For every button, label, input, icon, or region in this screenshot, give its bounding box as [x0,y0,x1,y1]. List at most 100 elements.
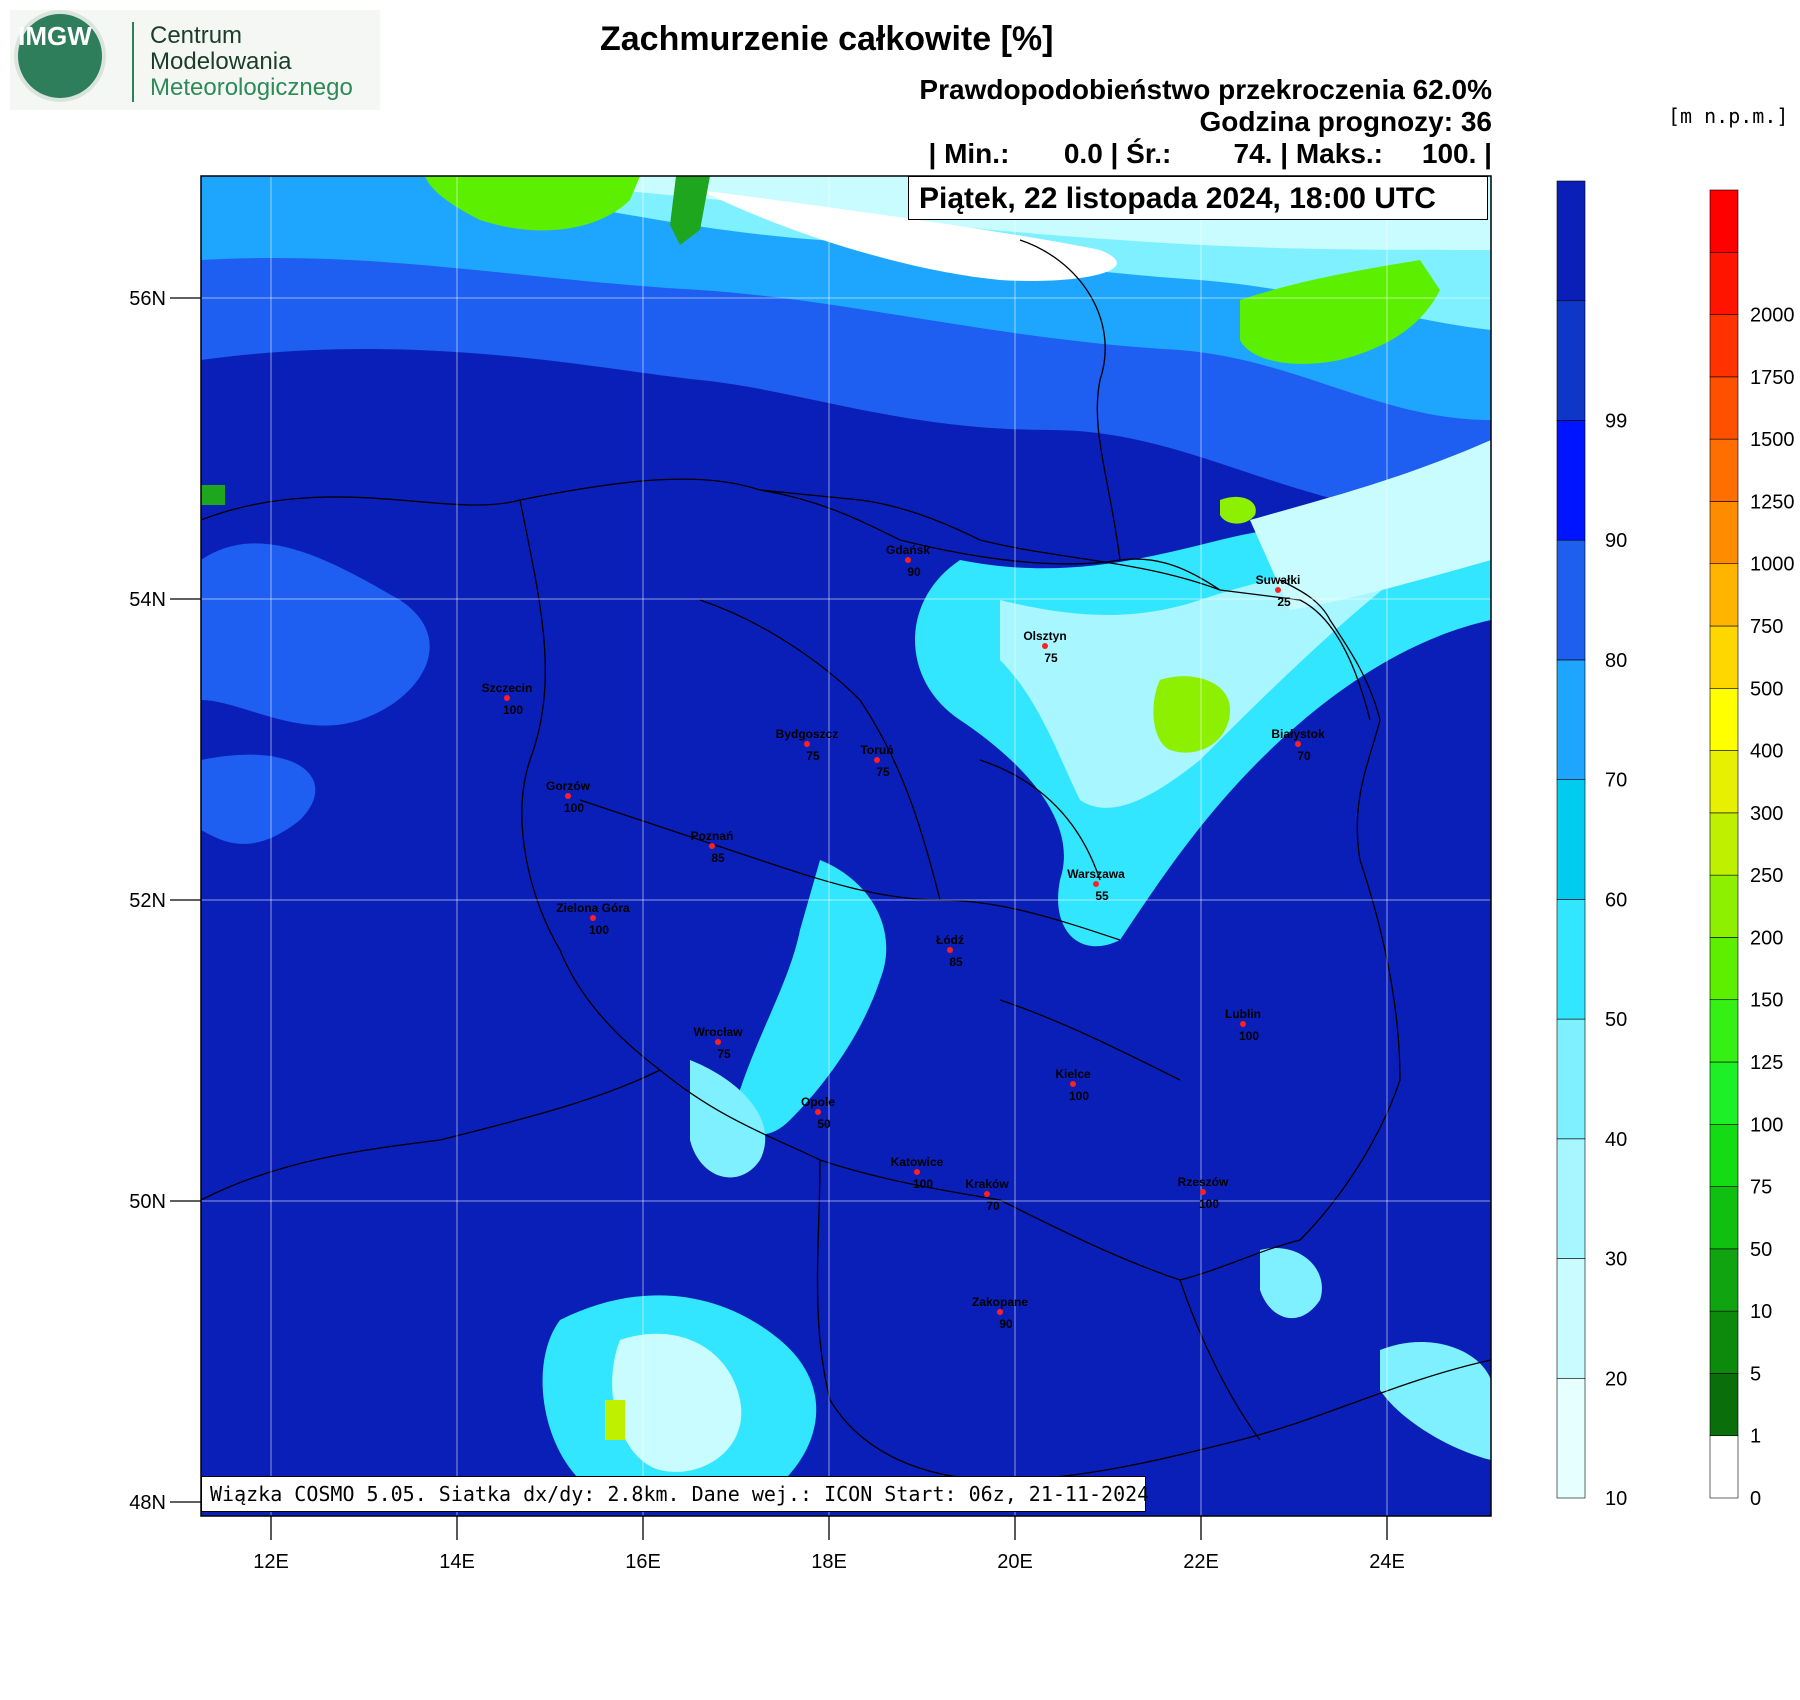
terrain-legend-label: 100 [1750,1114,1783,1136]
cloud-legend-label: 60 [1605,889,1627,911]
city-dot [914,1169,920,1175]
terrain-legend-label: 10 [1750,1301,1772,1323]
city-dot [804,741,810,747]
lon-tick-label: 12E [253,1551,289,1573]
city-value: 100 [589,923,609,937]
cloud-legend-swatch [1556,659,1586,780]
cloud-cover-legend: 10 20 30 40 50 60 70 80 90 99 [1556,180,1627,1510]
city-name: Łódź [936,933,964,947]
city-name: Warszawa [1067,867,1125,881]
city-name: Gorzów [546,779,591,793]
cloud-field [201,176,1491,1516]
city-dot [1070,1081,1076,1087]
terrain-legend-label: 1250 [1750,491,1795,513]
terrain-legend-label: 500 [1750,678,1783,700]
city-value: 75 [717,1047,731,1061]
city-dot [1093,881,1099,887]
city-value: 90 [999,1317,1013,1331]
terrain-legend-label: 1000 [1750,554,1795,576]
city-name: Poznań [691,829,734,843]
terrain-legend-swatch [1709,1373,1739,1437]
lat-tick-label: 50N [129,1191,166,1213]
map-frame [200,175,1492,1517]
terrain-legend-label: 1 [1750,1426,1761,1448]
city-name: Kielce [1055,1067,1091,1081]
city-name: Olsztyn [1023,629,1066,643]
city-dot [905,557,911,563]
org-name-line1: Centrum [150,22,243,49]
city-value: 70 [986,1199,1000,1213]
cloud-legend-label: 10 [1605,1488,1627,1510]
cloud-legend-swatch [1556,1258,1586,1379]
forecast-hour-label: Godzina prognozy: 36 [1199,106,1492,137]
city-dot [947,947,953,953]
city-dot [504,695,510,701]
lon-tick-label: 24E [1369,1551,1405,1573]
terrain-legend-swatch [1709,999,1739,1063]
city-value: 50 [817,1117,831,1131]
terrain-legend-swatch [1709,687,1739,751]
axis-ticks [170,297,1388,1540]
terrain-legend-label: 300 [1750,803,1783,825]
lat-tick-label: 56N [129,288,166,310]
city-dot [1275,587,1281,593]
longitude-labels: 12E 14E 16E 18E 20E 22E 24E [253,1551,1405,1573]
lon-tick-label: 14E [439,1551,475,1573]
terrain-legend-swatch [1709,1310,1739,1374]
cloud-legend-swatch [1556,899,1586,1020]
terrain-legend-swatch [1709,812,1739,876]
terrain-legend-swatch [1709,1186,1739,1250]
city-value: 75 [876,765,890,779]
city-value: 100 [1239,1029,1259,1043]
map-title: Zachmurzenie całkowite [%] [600,20,1054,58]
city-dot [984,1191,990,1197]
terrain-legend-swatch [1709,1123,1739,1187]
city-value: 75 [1044,651,1058,665]
cloud-legend-swatch [1556,539,1586,661]
city-dot [1240,1021,1246,1027]
terrain-legend-swatch [1709,625,1739,689]
terrain-legend-swatch [1709,750,1739,814]
cloud-legend-label: 99 [1605,410,1627,432]
city-name: Opole [801,1095,835,1109]
imgw-emblem-text: IMGW [18,21,92,51]
city-value: 85 [711,851,725,865]
terrain-legend-swatch [1709,501,1739,565]
city-name: Katowice [891,1155,944,1169]
city-name: Kraków [965,1177,1009,1191]
city-dot [1200,1189,1206,1195]
city-dot [565,793,571,799]
cloud-legend-label: 70 [1605,770,1627,792]
terrain-legend-swatch [1709,874,1739,938]
cloud-legend-swatch [1556,779,1586,900]
terrain-legend-swatch [1709,189,1739,253]
terrain-legend-swatch [1709,563,1739,627]
city-dot [709,843,715,849]
cloud-legend-swatch [1556,180,1586,302]
city-dot [1295,741,1301,747]
city-dot [1042,643,1048,649]
lat-tick-label: 54N [129,589,166,611]
city-value: 100 [503,703,523,717]
city-value: 100 [564,801,584,815]
city-markers: Gdańsk 90 Olsztyn 75 Suwałki 25 Szczecin 100 Byd… [482,543,1325,1331]
city-name: Rzeszów [1178,1175,1229,1189]
cloud-legend-swatch [1556,300,1586,421]
lon-tick-label: 16E [625,1551,661,1573]
city-name: Zakopane [972,1295,1028,1309]
city-name: Zielona Góra [556,901,630,915]
terrain-legend-label: 5 [1750,1363,1761,1385]
lat-tick-label: 48N [129,1492,166,1514]
lon-tick-label: 20E [997,1551,1033,1573]
latitude-labels: 56N 54N 52N 50N 48N [129,288,166,1514]
cloud-legend-label: 50 [1605,1009,1627,1031]
city-value: 25 [1277,595,1291,609]
city-value: 90 [907,565,921,579]
city-name: Szczecin [482,681,533,695]
city-name: Wrocław [693,1025,743,1039]
terrain-legend-label: 125 [1750,1052,1783,1074]
org-name-line3: Meteorologicznego [150,74,353,101]
terrain-legend-swatch [1709,1061,1739,1125]
city-name: Bydgoszcz [776,727,839,741]
